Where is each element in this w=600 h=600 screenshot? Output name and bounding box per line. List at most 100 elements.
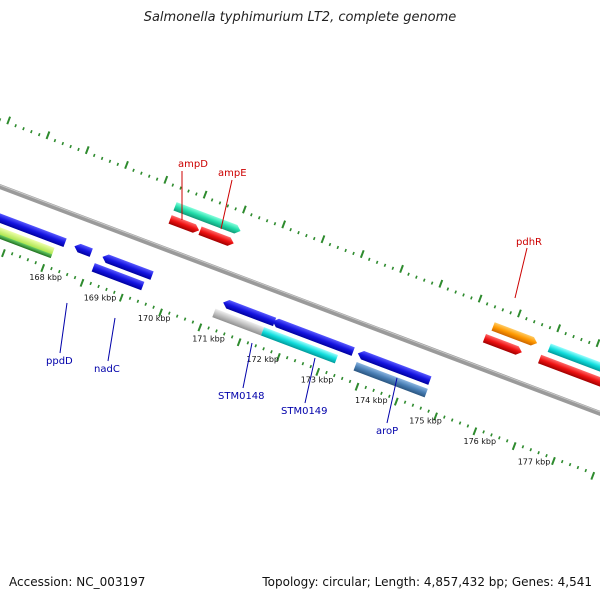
inner-tick: [58, 269, 61, 274]
outer-tick: [328, 242, 332, 247]
inner-tick: [450, 418, 454, 422]
outer-tick: [37, 132, 41, 137]
tick-label-group: 168 kbp 169 kbp 170 kbp 171 kbp 172 kbp 173 k…: [29, 273, 550, 467]
gene-blue-edge[interactable]: [0, 206, 67, 247]
gene-STM0148[interactable]: [222, 298, 277, 327]
gene-aroP[interactable]: [356, 349, 432, 385]
inner-tick: [403, 400, 407, 404]
gene-ppdD[interactable]: [0, 218, 55, 257]
outer-tick: [320, 235, 326, 244]
inner-tick: [89, 281, 93, 286]
outer-tick: [493, 305, 497, 309]
outer-tick: [132, 168, 135, 172]
inner-tick: [466, 424, 470, 428]
inner-tick: [79, 278, 85, 287]
gene-ampE[interactable]: [198, 226, 235, 247]
outer-tick: [289, 227, 292, 232]
outer-tick: [548, 325, 552, 330]
gene-blue-small[interactable]: [73, 242, 93, 257]
gene-label-ppdD[interactable]: ppdD: [46, 356, 73, 367]
gene-label-ampD[interactable]: ampD: [178, 159, 208, 170]
inner-tick: [230, 335, 234, 339]
outer-tick: [564, 331, 567, 336]
gene-cyan[interactable]: [547, 343, 600, 381]
inner-tick: [168, 311, 171, 315]
gene-STM0149[interactable]: [271, 317, 355, 356]
outer-tick: [84, 146, 90, 155]
outer-tick: [430, 281, 434, 285]
tick-label: 176 kbp: [463, 437, 496, 446]
gene-label-STM0148[interactable]: STM0148: [218, 391, 265, 402]
outer-tick: [250, 213, 253, 217]
inner-tick: [50, 266, 53, 271]
outer-tick: [257, 216, 261, 220]
inner-tick: [576, 465, 580, 470]
inner-tick: [529, 448, 533, 452]
gene-STM0148-2[interactable]: [212, 308, 265, 336]
outer-tick: [446, 287, 450, 291]
inner-tick: [1, 249, 6, 258]
gene-label-aroP[interactable]: aroP: [376, 426, 398, 437]
outer-tick: [477, 294, 483, 303]
gene-ampD[interactable]: [173, 202, 242, 235]
outer-tick: [140, 171, 143, 175]
genome-title: Salmonella typhimurium LT2, complete gen…: [143, 10, 457, 25]
outer-tick: [61, 141, 65, 146]
inner-tick: [26, 258, 30, 262]
outer-tick: [454, 290, 457, 294]
outer-tick: [14, 124, 17, 128]
outer-tick: [462, 293, 465, 297]
inner-tick: [34, 260, 38, 265]
outer-tick: [572, 334, 575, 339]
inner-tick: [223, 332, 226, 336]
inner-tick: [458, 421, 462, 425]
inner-tick: [560, 459, 564, 464]
outer-tick: [210, 198, 214, 202]
outer-tick: [163, 175, 169, 184]
gene-label-nadC[interactable]: nadC: [94, 364, 120, 375]
inner-tick: [333, 373, 336, 378]
outer-tick: [540, 322, 544, 327]
inner-tick: [545, 453, 548, 458]
inner-tick: [521, 445, 525, 449]
outer-tick: [399, 264, 404, 273]
gene-nadC-2[interactable]: [91, 263, 145, 291]
inner-tick: [128, 296, 132, 300]
outer-tick: [407, 272, 410, 276]
outer-tick: [556, 324, 562, 333]
inner-tick: [293, 358, 297, 363]
outer-tick: [202, 190, 208, 199]
tick-label: 175 kbp: [409, 416, 442, 425]
gene-red-1[interactable]: [168, 215, 201, 234]
outer-tick: [187, 189, 190, 193]
inner-tick: [372, 388, 375, 393]
outer-tick: [438, 279, 444, 288]
gene-red-2[interactable]: [482, 333, 524, 357]
inner-tick: [325, 370, 328, 375]
outer-tick: [344, 248, 347, 253]
inner-tick: [301, 361, 305, 366]
inner-tick: [419, 406, 423, 410]
gene-aroP-2[interactable]: [353, 362, 428, 398]
gene-red-3[interactable]: [538, 354, 600, 394]
outer-tick: [265, 219, 269, 223]
gene-pdhR[interactable]: [491, 322, 539, 347]
inner-tick: [197, 323, 203, 332]
gene-label-ampE[interactable]: ampE: [218, 168, 247, 179]
gene-label-pdhR[interactable]: pdhR: [516, 237, 542, 248]
inner-tick: [246, 341, 250, 345]
gene-nadC[interactable]: [101, 253, 154, 280]
outer-tick: [45, 131, 51, 140]
tick-label: 177 kbp: [518, 457, 551, 466]
outer-tick: [53, 138, 57, 143]
inner-tick: [276, 352, 281, 362]
gene-label-STM0149[interactable]: STM0149: [281, 406, 328, 417]
inner-tick: [10, 252, 14, 256]
outer-tick: [352, 251, 355, 256]
gene-STM0149-2[interactable]: [260, 327, 339, 364]
inner-tick: [152, 305, 155, 309]
outer-tick: [155, 177, 159, 181]
inner-tick: [443, 415, 446, 419]
inner-tick: [380, 391, 383, 396]
